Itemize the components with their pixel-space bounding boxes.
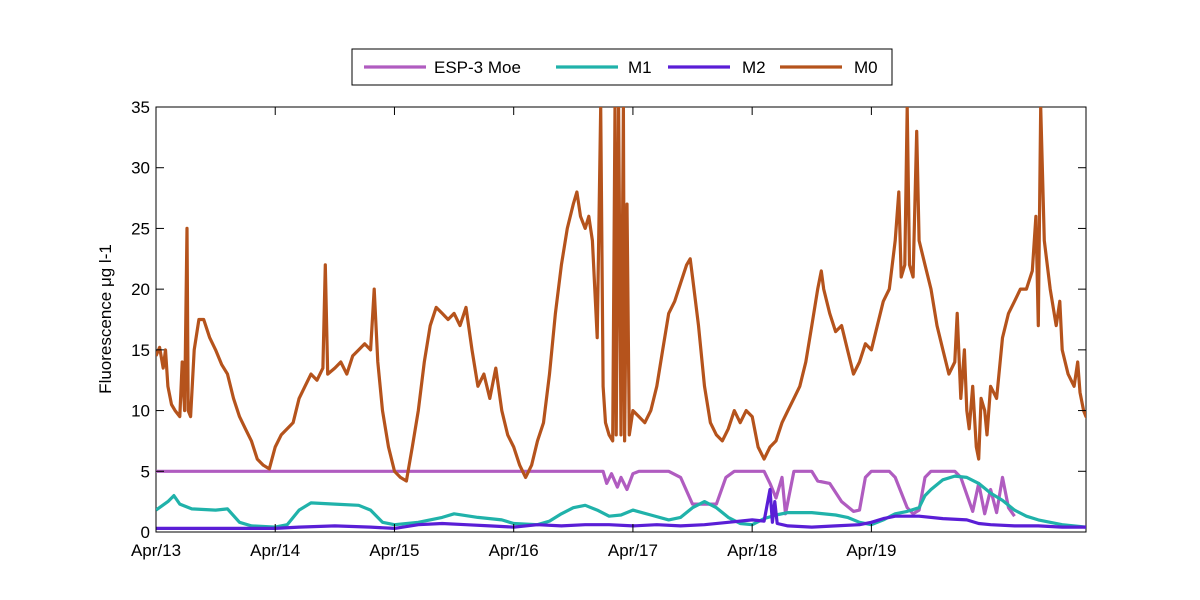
x-tick-label: Apr/17 [608,541,658,560]
legend-label-m2: M2 [742,58,766,77]
x-tick-label: Apr/19 [846,541,896,560]
y-tick-label: 15 [131,341,150,360]
y-tick-label: 10 [131,402,150,421]
y-tick-label: 30 [131,159,150,178]
series-line-m0 [156,107,1086,483]
x-tick-label: Apr/13 [131,541,181,560]
y-tick-label: 5 [141,462,150,481]
x-tick-label: Apr/18 [727,541,777,560]
y-tick-label: 35 [131,98,150,117]
x-tick-label: Apr/16 [489,541,539,560]
y-tick-label: 0 [141,523,150,542]
x-tick-label: Apr/14 [250,541,300,560]
series-line-m2 [156,487,1086,530]
legend-label-esp-3-moe: ESP-3 Moe [434,58,521,77]
axis-layer: 0 5 10 15 20 25 30 35 Apr/13 Apr/14 Apr/15 Apr/16 Ap… [131,98,1086,560]
legend: ESP-3 Moe M1 M2 M0 [351,48,893,86]
legend-label-m1: M1 [628,58,652,77]
y-tick-label: 25 [131,219,150,238]
series-line-esp-3-moe [156,469,1016,518]
x-tick-label: Apr/15 [369,541,419,560]
y-axis-label: Fluorescence μg l-1 [96,244,115,394]
y-tick-label: 20 [131,280,150,299]
series-line-m1 [156,474,1086,529]
series-layer [156,107,1086,530]
legend-label-m0: M0 [854,58,878,77]
